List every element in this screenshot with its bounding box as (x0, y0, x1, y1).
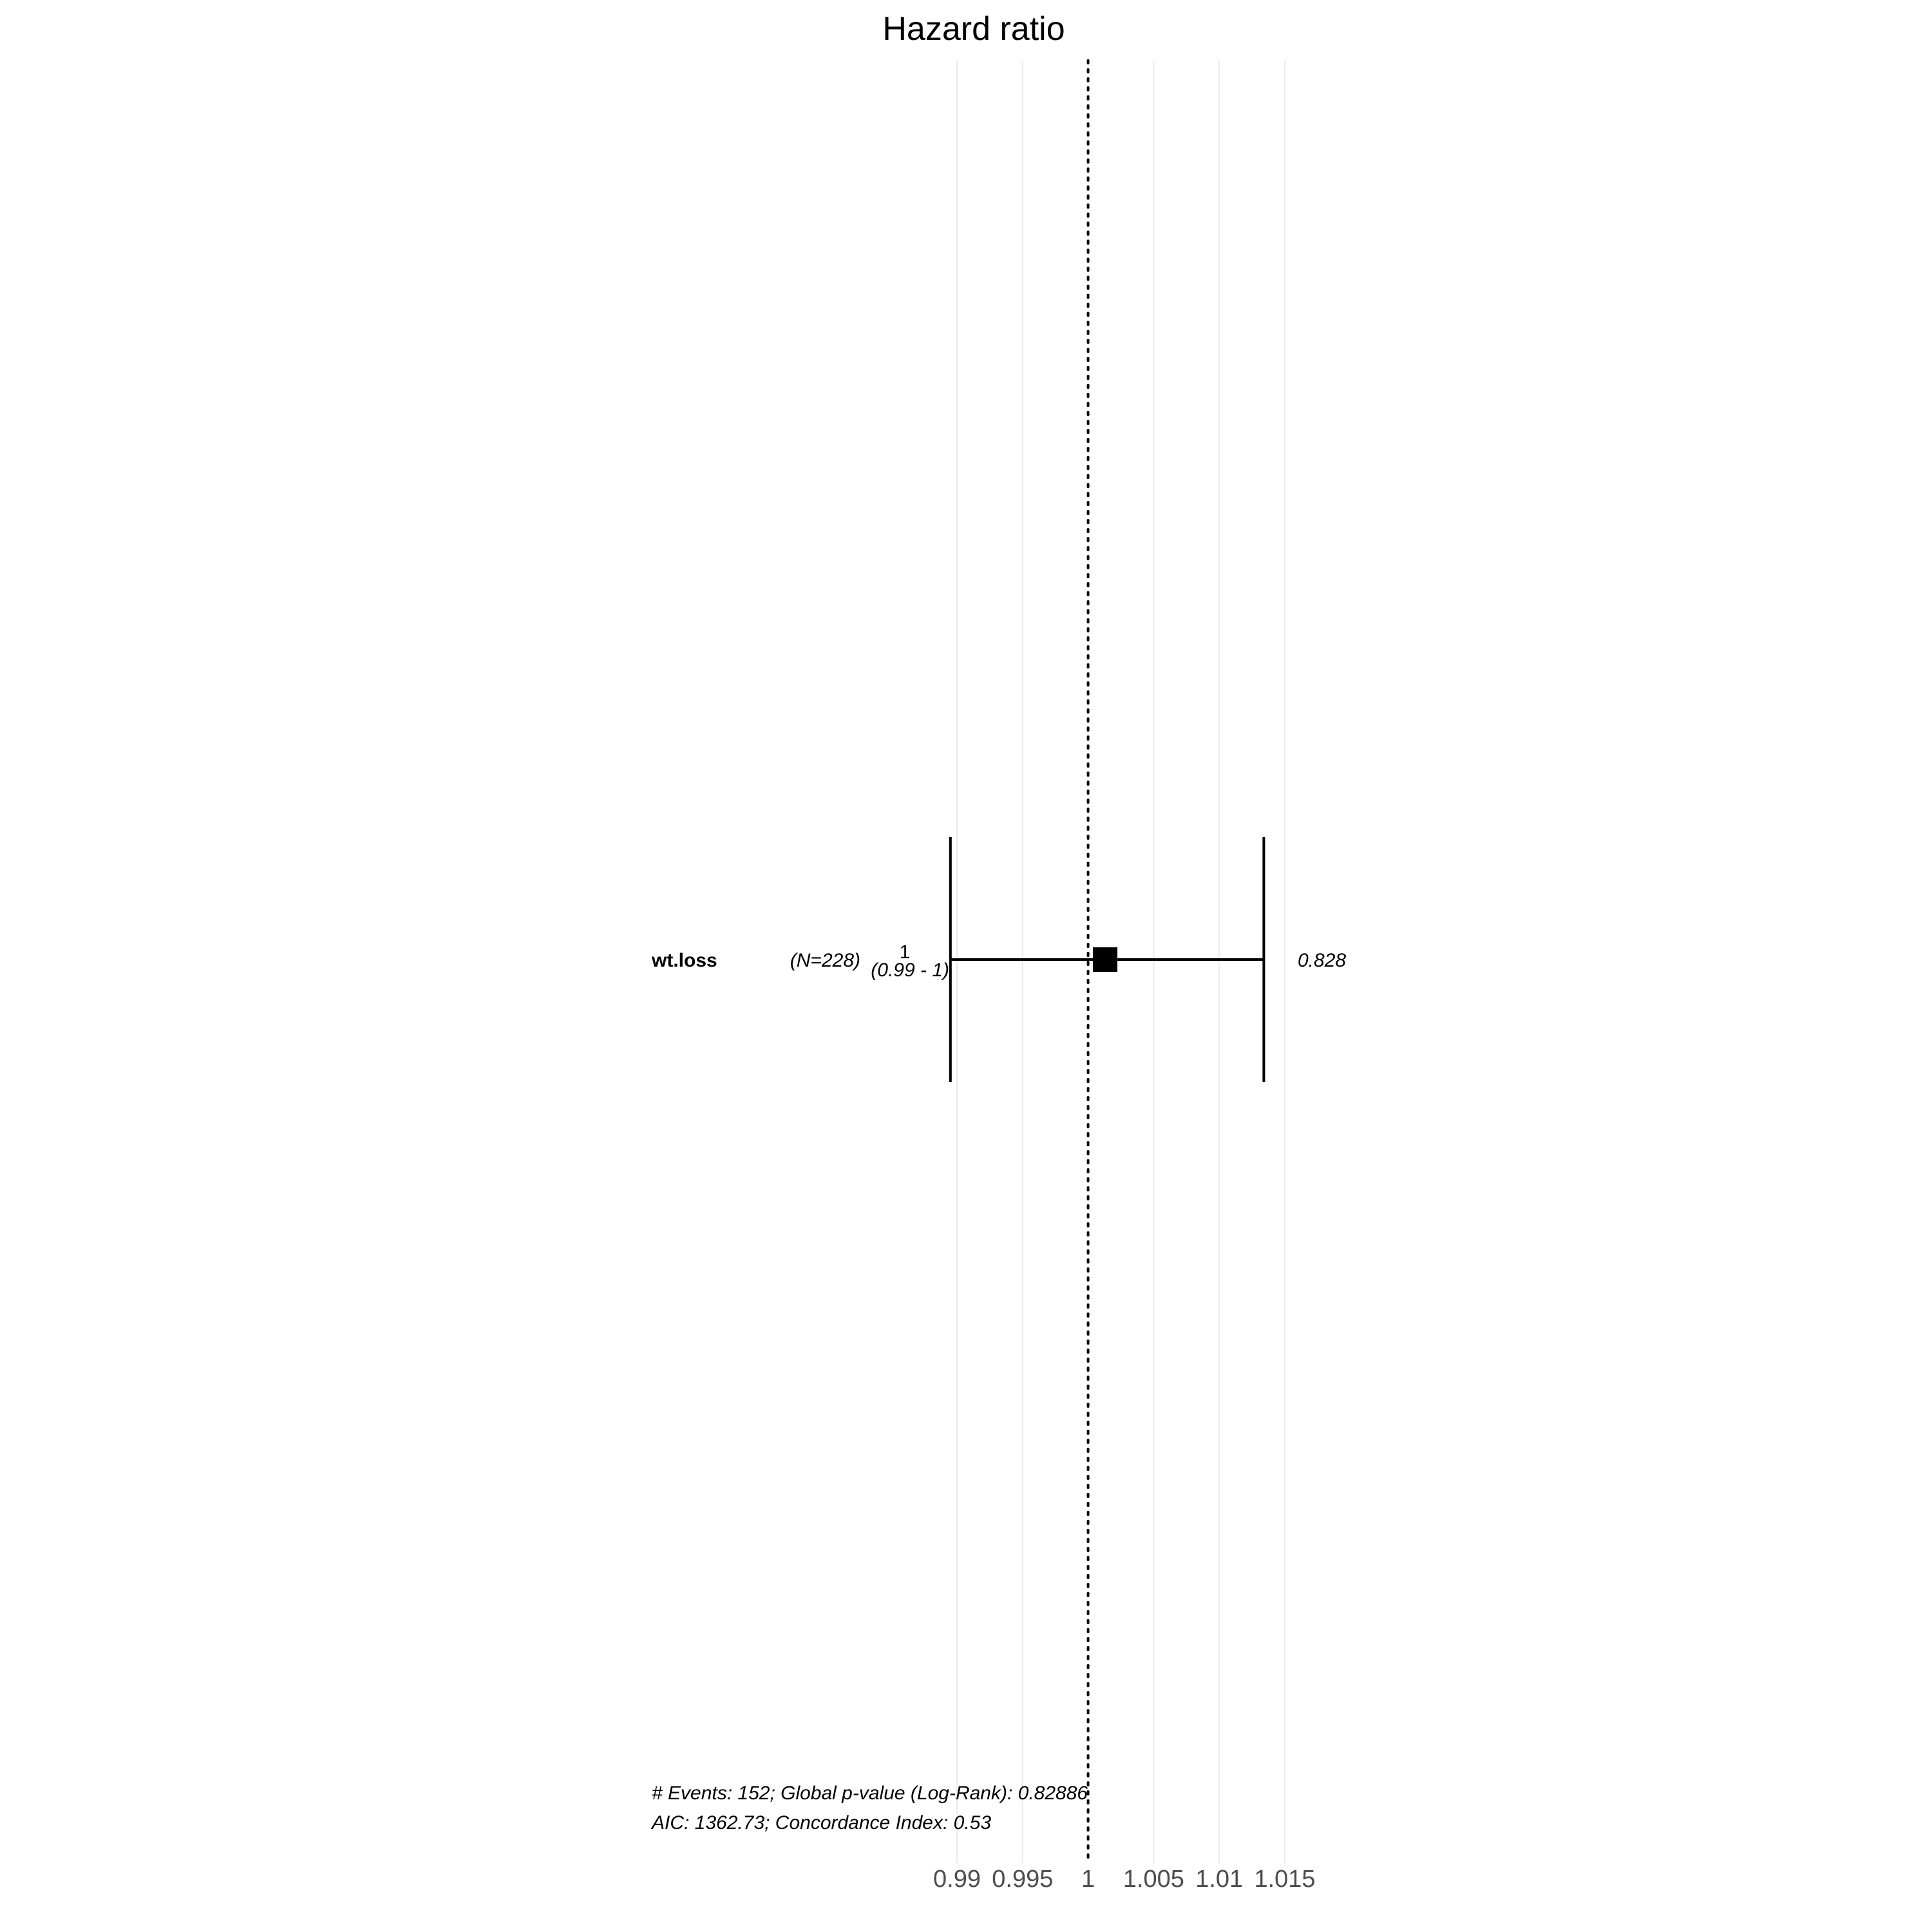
x-tick-label: 1.015 (1254, 1866, 1315, 1893)
ci-label: (0.99 - 1) (871, 960, 949, 981)
x-tick-label: 1 (1081, 1866, 1095, 1893)
x-axis-ticks: 0.99 0.995 1 1.005 1.01 1.015 (933, 1866, 1316, 1893)
variable-label: wt.loss (651, 950, 717, 971)
forest-rows: wt.loss (N=228) 1(0.99 - 1) 0.828 (651, 837, 1346, 1082)
estimate-label: 1 (900, 942, 911, 963)
footer-aic-concordance: AIC: 1362.73; Concordance Index: 0.53 (650, 1812, 991, 1833)
estimate-point (1093, 947, 1118, 972)
forest-row: wt.loss (N=228) 1(0.99 - 1) 0.828 (651, 837, 1346, 1082)
x-tick-label: 1.01 (1195, 1866, 1243, 1893)
footer-events-pvalue: # Events: 152; Global p-value (Log-Rank)… (652, 1783, 1088, 1804)
n-label: (N=228) (790, 950, 860, 971)
x-tick-label: 0.99 (933, 1866, 981, 1893)
x-tick-label: 1.005 (1123, 1866, 1184, 1893)
p-value-label: 0.828 (1298, 950, 1346, 971)
gridlines (956, 61, 1285, 1863)
chart-title: Hazard ratio (882, 10, 1065, 48)
x-tick-label: 0.995 (992, 1866, 1053, 1893)
